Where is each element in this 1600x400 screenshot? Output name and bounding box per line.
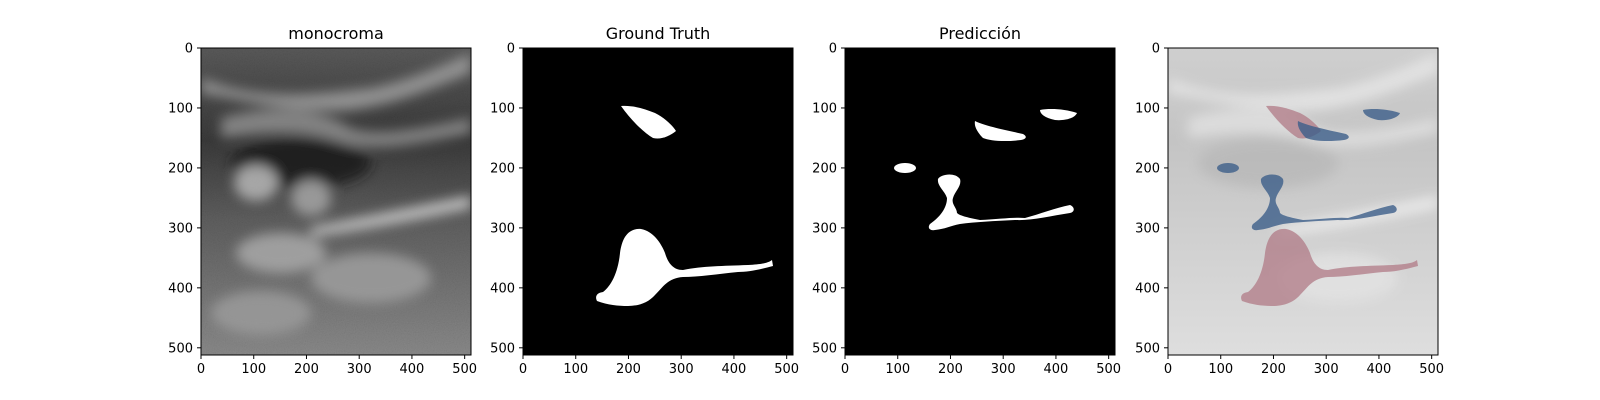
x-tick-label: 500 xyxy=(452,362,477,377)
prediction-mask xyxy=(894,109,1077,231)
x-tick-label: 400 xyxy=(1044,362,1069,377)
y-tick-label: 200 xyxy=(490,161,515,176)
y-tick-label: 400 xyxy=(812,281,837,296)
y-tick-label: 500 xyxy=(168,341,193,356)
x-tick-label: 500 xyxy=(774,362,799,377)
y-tick-label: 500 xyxy=(1135,341,1160,356)
y-tick-label: 400 xyxy=(490,281,515,296)
panel-title: monocroma xyxy=(288,24,384,43)
x-tick-label: 200 xyxy=(294,362,319,377)
x-axis: 0 100 200 300 400 500 xyxy=(519,355,799,377)
x-tick-label: 100 xyxy=(241,362,266,377)
overlay-prediction xyxy=(1217,109,1400,231)
x-tick-label: 400 xyxy=(1367,362,1392,377)
y-tick-label: 300 xyxy=(812,221,837,236)
panel-prediccion: Predicción 0 100 200 300 400 500 0 100 200 300 40… xyxy=(812,24,1121,377)
x-tick-label: 0 xyxy=(841,362,849,377)
x-tick-label: 200 xyxy=(1261,362,1286,377)
y-tick-label: 300 xyxy=(168,221,193,236)
x-tick-label: 400 xyxy=(722,362,747,377)
y-tick-label: 100 xyxy=(1135,101,1160,116)
x-axis: 0 100 200 300 400 500 xyxy=(197,355,477,377)
y-tick-label: 300 xyxy=(490,221,515,236)
panel-ground-truth: Ground Truth 0 100 200 300 400 500 0 100 200 300… xyxy=(490,24,799,377)
x-tick-label: 500 xyxy=(1419,362,1444,377)
x-tick-label: 100 xyxy=(1208,362,1233,377)
y-tick-label: 200 xyxy=(1135,161,1160,176)
y-tick-label: 0 xyxy=(185,42,193,57)
y-axis: 0 100 200 300 400 500 xyxy=(812,42,845,356)
y-tick-label: 0 xyxy=(1152,42,1160,57)
y-tick-label: 500 xyxy=(490,341,515,356)
x-tick-label: 0 xyxy=(197,362,205,377)
ultrasound-image xyxy=(201,48,471,355)
y-tick-label: 200 xyxy=(812,161,837,176)
x-tick-label: 0 xyxy=(1164,362,1172,377)
y-tick-label: 500 xyxy=(812,341,837,356)
overlay-image xyxy=(1168,48,1438,355)
x-tick-label: 500 xyxy=(1096,362,1121,377)
x-tick-label: 300 xyxy=(347,362,372,377)
y-tick-label: 300 xyxy=(1135,221,1160,236)
x-axis: 0 100 200 300 400 500 xyxy=(841,355,1121,377)
y-tick-label: 100 xyxy=(490,101,515,116)
y-tick-label: 0 xyxy=(507,42,515,57)
x-axis: 0 100 200 300 400 500 xyxy=(1164,355,1444,377)
x-tick-label: 300 xyxy=(1314,362,1339,377)
x-tick-label: 400 xyxy=(400,362,425,377)
x-tick-label: 0 xyxy=(519,362,527,377)
y-axis: 0 100 200 300 400 500 xyxy=(168,42,201,356)
y-axis: 0 100 200 300 400 500 xyxy=(490,42,523,356)
y-tick-label: 400 xyxy=(1135,281,1160,296)
panel-title: Ground Truth xyxy=(606,24,711,43)
y-axis: 0 100 200 300 400 500 xyxy=(1135,42,1168,356)
mask-background xyxy=(523,48,793,355)
x-tick-label: 200 xyxy=(938,362,963,377)
y-tick-label: 0 xyxy=(829,42,837,57)
panel-monocroma: monocroma 0 100 200 300 400 500 0 100 200 300 400… xyxy=(168,24,477,377)
panel-overlay: 0 100 200 300 400 500 0 100 200 300 400 500 xyxy=(1135,42,1444,378)
x-tick-label: 300 xyxy=(669,362,694,377)
y-tick-label: 100 xyxy=(168,101,193,116)
x-tick-label: 100 xyxy=(885,362,910,377)
x-tick-label: 100 xyxy=(563,362,588,377)
panel-title: Predicción xyxy=(939,24,1021,43)
x-tick-label: 200 xyxy=(616,362,641,377)
y-tick-label: 200 xyxy=(168,161,193,176)
y-tick-label: 400 xyxy=(168,281,193,296)
ground-truth-mask xyxy=(596,105,773,306)
x-tick-label: 300 xyxy=(991,362,1016,377)
mask-background xyxy=(845,48,1115,355)
y-tick-label: 100 xyxy=(812,101,837,116)
